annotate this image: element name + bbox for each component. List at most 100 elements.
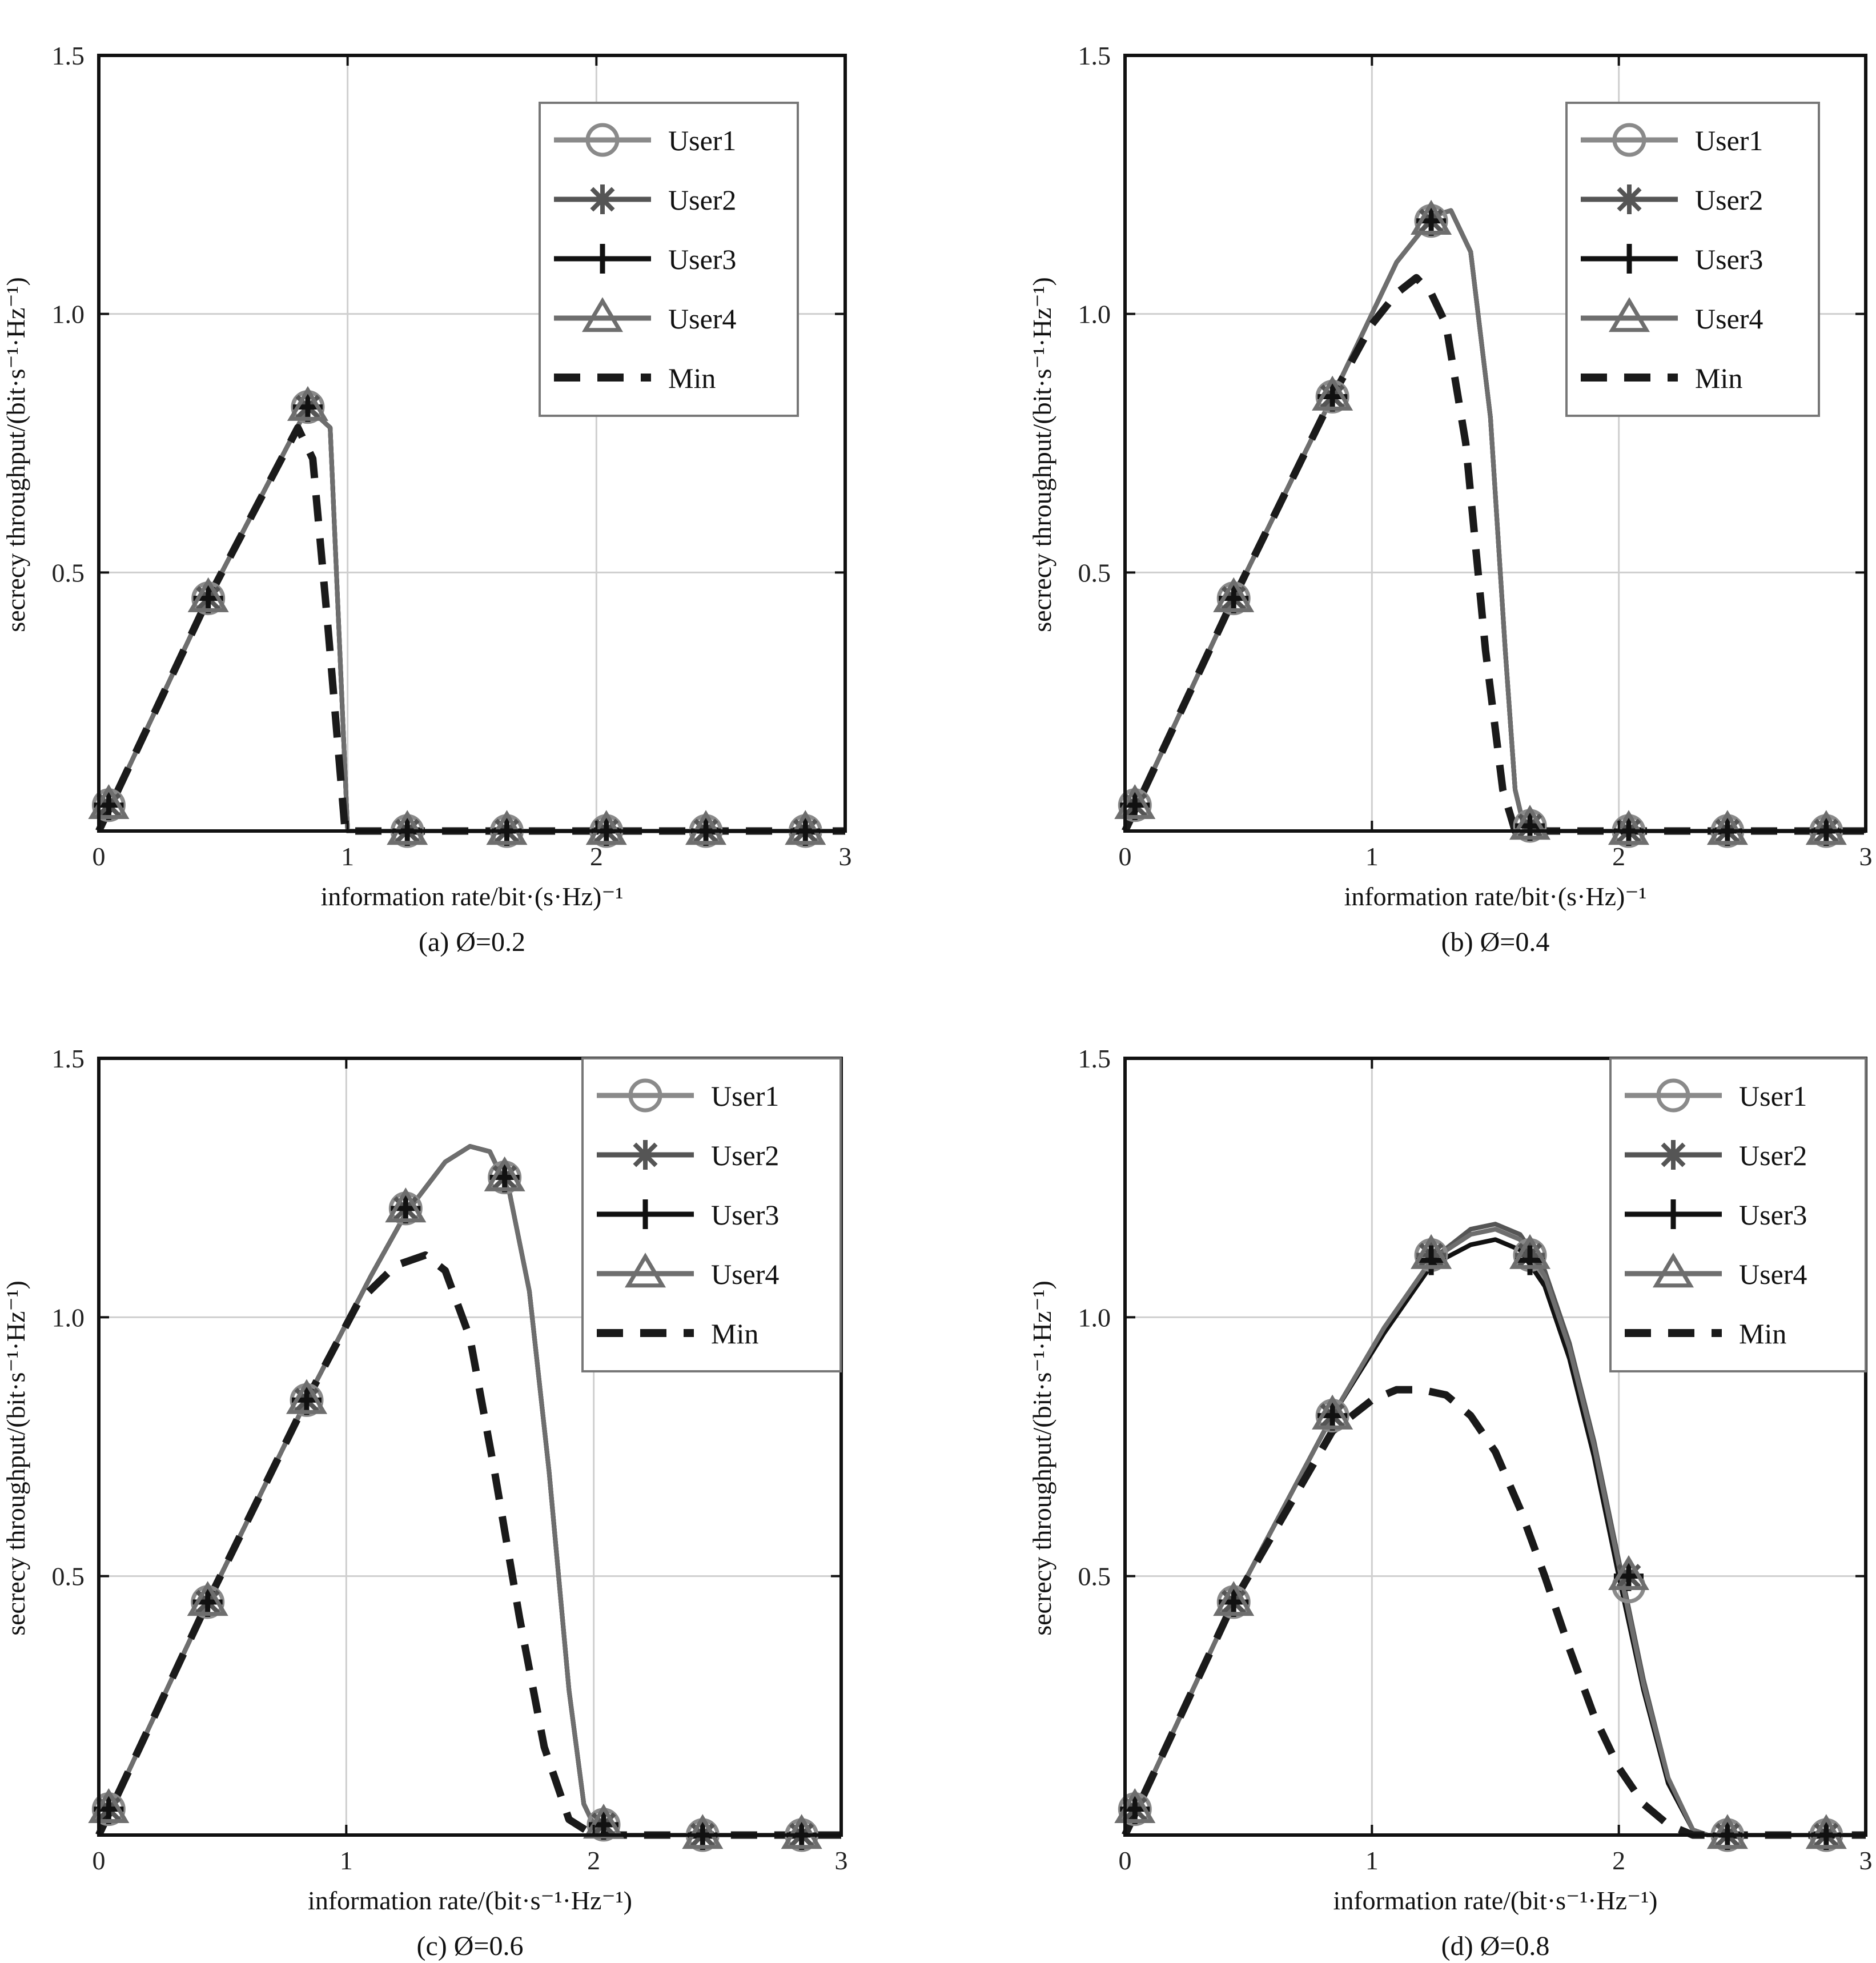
- y-tick-label: 0.5: [1078, 558, 1111, 587]
- data-point-user4: [1411, 1234, 1452, 1269]
- chart-panel-1: 0 1 2 3 0.5 1.0 1.5 information rate/bit·(s·Hz)…: [1, 41, 852, 957]
- y-tick-label: 0.5: [52, 1562, 85, 1591]
- y-axis-label: secrecy throughput/(bit·s⁻¹·Hz⁻¹): [1027, 1280, 1056, 1636]
- data-point-user4: [287, 386, 328, 421]
- panel-caption: (c) Ø=0.6: [416, 1931, 523, 1961]
- x-tick-label: 3: [1859, 842, 1873, 871]
- data-point-user3: [1515, 1245, 1545, 1275]
- legend-marker-user1: [628, 1078, 662, 1113]
- legend: User1 User2 User3 User4 Min: [1609, 1057, 1867, 1372]
- chart-panel-4: 0 1 2 3 0.5 1.0 1.5 information rate/(bit·s⁻¹·H…: [1027, 1044, 1873, 1961]
- legend-label-user1: User1: [1695, 125, 1763, 156]
- x-tick-label: 1: [341, 842, 354, 871]
- x-axis-label: information rate/bit·(s·Hz)⁻¹: [1344, 882, 1647, 911]
- legend-marker-user1: [1656, 1078, 1690, 1113]
- legend-label-user3: User3: [711, 1199, 779, 1231]
- asterisk-stroke: [1661, 1142, 1686, 1167]
- y-axis-label: secrecy throughput/(bit·s⁻¹·Hz⁻¹): [1, 277, 30, 632]
- chart-panel-3: 0 1 2 3 0.5 1.0 1.5 information rate/(bit·s⁻¹·H…: [1, 1044, 848, 1961]
- legend-label-user3: User3: [1739, 1199, 1807, 1231]
- legend-marker-user4: [581, 297, 624, 332]
- legend-label-min: Min: [1739, 1318, 1786, 1350]
- data-point-user4: [785, 810, 826, 845]
- data-point-user4: [1608, 1555, 1649, 1590]
- series-line-min: [95, 424, 845, 835]
- x-axis-label: information rate/(bit·s⁻¹·Hz⁻¹): [308, 1886, 632, 1915]
- y-axis-label: secrecy throughput/(bit·s⁻¹·Hz⁻¹): [1027, 277, 1056, 632]
- legend-label-user2: User2: [1739, 1139, 1807, 1171]
- y-tick-label: 1.0: [52, 1303, 85, 1332]
- y-tick-label: 1.5: [52, 1044, 85, 1073]
- x-tick-label: 2: [1612, 1846, 1625, 1875]
- y-tick-label: 0.5: [52, 558, 85, 587]
- legend-label-user2: User2: [1695, 184, 1763, 216]
- legend-label-user4: User4: [1739, 1258, 1807, 1290]
- legend-marker-user3: [1614, 244, 1644, 274]
- y-tick-label: 1.0: [52, 300, 85, 329]
- data-point-user4: [781, 1814, 822, 1849]
- panel-caption: (d) Ø=0.8: [1441, 1931, 1550, 1961]
- data-point-user4: [1213, 577, 1255, 612]
- data-point-user4: [187, 577, 229, 612]
- legend-label-user4: User4: [711, 1258, 779, 1290]
- panel-caption: (b) Ø=0.4: [1441, 927, 1550, 957]
- legend-label-user3: User3: [1695, 243, 1763, 275]
- series-line-user4: [1123, 1227, 1866, 1837]
- series-line-user2: [97, 404, 845, 833]
- y-axis-label: secrecy throughput/(bit·s⁻¹·Hz⁻¹): [1, 1280, 30, 1636]
- legend-marker-user2: [588, 184, 617, 214]
- ticks: [98, 54, 846, 831]
- data-point-user4: [385, 1187, 427, 1223]
- series-line-user4: [97, 404, 845, 833]
- data-point-user4: [187, 1581, 228, 1616]
- ticks: [1124, 54, 1867, 831]
- legend-label-user1: User1: [1739, 1080, 1807, 1112]
- data-point-user4: [1509, 1234, 1551, 1269]
- x-tick-label: 3: [835, 1846, 848, 1875]
- x-tick-label: 2: [590, 842, 603, 871]
- legend-label-user4: User4: [1695, 303, 1763, 335]
- asterisk-stroke: [1617, 187, 1642, 212]
- series-line-user3: [97, 404, 845, 833]
- y-tick-label: 0.5: [1078, 1562, 1111, 1591]
- data-point-user4: [1805, 1814, 1847, 1849]
- legend: User1 User2 User3 User4 Min: [539, 102, 799, 417]
- data-point-user4: [1213, 1581, 1255, 1616]
- legend-label-user4: User4: [668, 303, 736, 335]
- series-line-min: [95, 1251, 841, 1839]
- x-tick-label: 0: [1119, 842, 1132, 871]
- data-point-user4: [685, 810, 727, 845]
- x-tick-label: 3: [839, 842, 852, 871]
- legend-marker-user3: [1658, 1199, 1688, 1229]
- y-tick-label: 1.5: [1078, 1044, 1111, 1073]
- y-tick-label: 1.0: [1078, 1303, 1111, 1332]
- data-point-user4: [1312, 375, 1353, 411]
- legend-box: [1565, 102, 1820, 417]
- legend-marker-user4: [1652, 1253, 1694, 1288]
- data-point-user4: [1312, 1394, 1353, 1430]
- y-tick-label: 1.0: [1078, 300, 1111, 329]
- x-tick-label: 3: [1859, 1846, 1873, 1875]
- legend-label-min: Min: [711, 1318, 758, 1350]
- asterisk-stroke: [590, 187, 615, 212]
- x-tick-label: 0: [93, 842, 106, 871]
- x-tick-label: 0: [1119, 1846, 1132, 1875]
- plot-frame: [97, 54, 847, 833]
- x-tick-label: 2: [587, 1846, 600, 1875]
- legend: User1 User2 User3 User4 Min: [1565, 102, 1820, 417]
- plot-frame: [97, 1057, 843, 1837]
- data-point-user4: [387, 810, 428, 845]
- legend-label-min: Min: [668, 362, 716, 394]
- chart-panel-2: 0 1 2 3 0.5 1.0 1.5 information rate/bit·(s·Hz)…: [1027, 41, 1873, 957]
- legend: User1 User2 User3 User4 Min: [581, 1057, 842, 1372]
- data-point-user3: [1416, 1245, 1447, 1275]
- legend-marker-user2: [630, 1140, 660, 1170]
- legend-marker-user1: [585, 123, 620, 157]
- x-tick-label: 1: [340, 1846, 353, 1875]
- legend-marker-user3: [630, 1199, 660, 1229]
- legend-marker-user4: [624, 1253, 666, 1288]
- data-point-user4: [1608, 810, 1649, 845]
- plot-frame: [1123, 54, 1867, 833]
